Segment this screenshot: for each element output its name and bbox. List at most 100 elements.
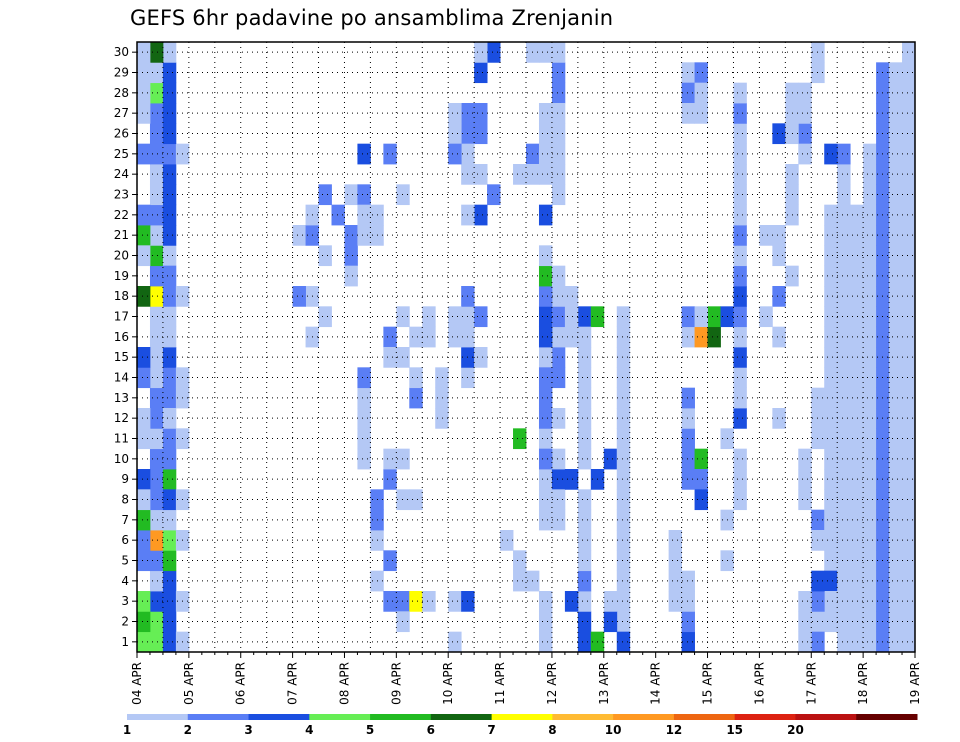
heatmap-cell [837, 509, 851, 531]
heatmap-cell [551, 143, 566, 165]
heatmap-cell [538, 367, 553, 389]
heatmap-cell [448, 306, 462, 328]
heatmap-cell [889, 306, 903, 328]
heatmap-cell [357, 367, 371, 389]
y-tick-label: 10 [114, 452, 129, 466]
x-tick-label: 19 APR [908, 662, 922, 705]
y-tick-label: 22 [114, 208, 129, 222]
heatmap-cell [850, 306, 864, 328]
heatmap-cell [149, 265, 164, 287]
colorbar-label: 2 [184, 723, 192, 737]
heatmap-cell [162, 347, 177, 368]
heatmap-cell [616, 428, 631, 450]
heatmap-cell [162, 530, 177, 551]
heatmap-cell [772, 286, 786, 307]
y-tick-label: 26 [114, 127, 129, 141]
heatmap-cell [668, 530, 682, 551]
heatmap-cell [538, 286, 553, 307]
colorbar-label: 4 [305, 723, 313, 737]
heatmap-cell [902, 631, 916, 653]
heatmap-cell [513, 550, 527, 572]
heatmap-cell [824, 611, 838, 633]
heatmap-cell [292, 225, 306, 246]
heatmap-cell [616, 387, 631, 409]
heatmap-cell [344, 265, 358, 287]
heatmap-cell [837, 570, 851, 592]
heatmap-cell [824, 448, 838, 470]
y-tick-label: 4 [121, 574, 129, 588]
heatmap-cell [824, 225, 838, 246]
y-tick-label: 1 [121, 635, 129, 649]
heatmap-cell [577, 387, 592, 409]
heatmap-cell [889, 82, 903, 104]
x-tick-label: 13 APR [597, 662, 611, 705]
heatmap-cell [318, 245, 332, 267]
y-tick-label: 30 [114, 45, 129, 59]
heatmap-cell [681, 591, 695, 612]
heatmap-cell [733, 103, 747, 124]
heatmap-cell [538, 326, 553, 348]
heatmap-cell [772, 408, 786, 429]
heatmap-cell [902, 245, 916, 267]
heatmap-cell [551, 286, 566, 307]
heatmap-cell [850, 367, 864, 389]
heatmap-cell [409, 387, 423, 409]
heatmap-cell [863, 286, 877, 307]
heatmap-cell [577, 631, 592, 653]
heatmap-cell [162, 164, 177, 185]
heatmap-cell [396, 489, 410, 511]
heatmap-cell [149, 225, 164, 246]
x-tick-label: 14 APR [649, 662, 663, 705]
heatmap-cell [137, 408, 151, 429]
heatmap-cell [474, 62, 488, 84]
heatmap-cell [538, 42, 553, 63]
heatmap-cell [902, 103, 916, 124]
heatmap-cell [772, 123, 786, 145]
heatmap-cell [616, 448, 631, 470]
heatmap-cell [733, 469, 747, 490]
heatmap-cell [162, 103, 177, 124]
heatmap-cell [668, 570, 682, 592]
heatmap-cell [538, 103, 553, 124]
heatmap-cell [902, 306, 916, 328]
heatmap-cell [344, 245, 358, 267]
heatmap-cell [733, 82, 747, 104]
heatmap-cell [889, 611, 903, 633]
heatmap-cell [551, 82, 566, 104]
heatmap-cell [863, 408, 877, 429]
heatmap-cell [798, 123, 812, 145]
x-tick-label: 08 APR [337, 662, 351, 705]
heatmap-cell [137, 347, 151, 368]
heatmap-cell [137, 42, 151, 63]
heatmap-cell [694, 469, 708, 490]
colorbar-swatch [613, 714, 675, 720]
heatmap-cell [603, 611, 618, 633]
heatmap-cell [902, 62, 916, 84]
heatmap-cell [149, 62, 164, 84]
heatmap-cell [889, 408, 903, 429]
heatmap-cell [616, 611, 631, 633]
heatmap-cell [137, 550, 151, 572]
heatmap-cell [824, 509, 838, 531]
heatmap-cells [137, 42, 916, 653]
heatmap-cell [733, 184, 747, 206]
heatmap-cell [383, 591, 397, 612]
heatmap-cell [162, 591, 177, 612]
heatmap-cell [616, 347, 631, 368]
heatmap-cell [889, 164, 903, 185]
heatmap-cell [162, 387, 177, 409]
heatmap-cell [902, 164, 916, 185]
heatmap-cell [616, 570, 631, 592]
heatmap-cell [396, 611, 410, 633]
heatmap-cell [837, 550, 851, 572]
heatmap-cell [383, 448, 397, 470]
heatmap-cell [538, 306, 553, 328]
y-tick-label: 18 [114, 289, 129, 303]
heatmap-cell [707, 306, 721, 328]
heatmap-cell [616, 408, 631, 429]
heatmap-cell [474, 164, 488, 185]
heatmap-cell [837, 428, 851, 450]
heatmap-cell [409, 591, 423, 612]
heatmap-cell [798, 143, 812, 165]
heatmap-cell [149, 306, 164, 328]
